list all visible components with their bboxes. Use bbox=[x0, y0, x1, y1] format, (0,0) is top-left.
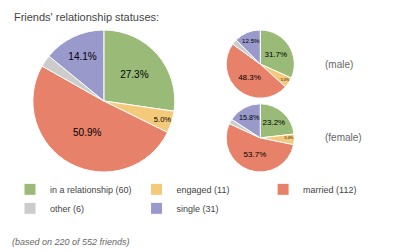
svg-text:27.3%: 27.3% bbox=[120, 69, 148, 80]
svg-text:in a relationship (60): in a relationship (60) bbox=[50, 185, 132, 195]
svg-text:48.3%: 48.3% bbox=[238, 73, 261, 82]
svg-text:(female): (female) bbox=[325, 132, 362, 143]
svg-text:5.0%: 5.0% bbox=[284, 135, 293, 140]
svg-text:married (112): married (112) bbox=[303, 185, 356, 195]
svg-text:other (6): other (6) bbox=[50, 204, 84, 214]
svg-text:15.8%: 15.8% bbox=[239, 113, 260, 122]
svg-text:single (31): single (31) bbox=[177, 204, 219, 214]
svg-text:Friends' relationship statuses: Friends' relationship statuses: bbox=[14, 11, 159, 23]
svg-text:53.7%: 53.7% bbox=[244, 150, 267, 159]
svg-text:12.5%: 12.5% bbox=[242, 37, 260, 44]
svg-text:50.9%: 50.9% bbox=[73, 127, 101, 138]
svg-text:(male): (male) bbox=[325, 59, 353, 70]
svg-text:(based on 220 of 552 friends): (based on 220 of 552 friends) bbox=[12, 237, 130, 247]
svg-text:23.2%: 23.2% bbox=[263, 118, 286, 127]
svg-text:engaged (11): engaged (11) bbox=[177, 185, 230, 195]
svg-text:31.7%: 31.7% bbox=[264, 50, 287, 59]
svg-text:14.1%: 14.1% bbox=[68, 51, 96, 62]
svg-text:5.0%: 5.0% bbox=[281, 78, 290, 82]
svg-text:5.0%: 5.0% bbox=[154, 115, 171, 124]
